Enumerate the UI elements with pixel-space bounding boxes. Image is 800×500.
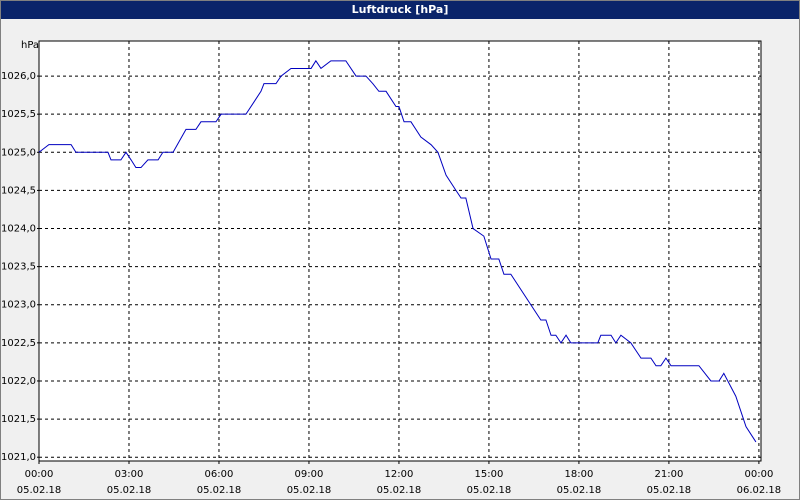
- x-tick-date: 05.02.18: [287, 485, 332, 496]
- y-axis-label: hPa: [21, 40, 39, 51]
- x-tick-date: 05.02.18: [647, 485, 692, 496]
- x-tick-date: 05.02.18: [17, 485, 62, 496]
- x-tick-label: 15:00: [475, 469, 504, 480]
- x-tick-label: 00:00: [25, 469, 54, 480]
- x-tick-label: 03:00: [115, 469, 144, 480]
- x-tick-label: 06:00: [205, 469, 234, 480]
- y-tick-label: 1021,0: [1, 452, 36, 463]
- y-tick-label: 1023,5: [1, 262, 36, 273]
- x-tick-label: 00:00: [744, 469, 773, 480]
- y-tick-label: 1024,5: [1, 185, 36, 196]
- chart: hPa 1021,0 1021,5 1022,0 1022,5 1023,0 1023,5…: [1, 40, 782, 496]
- y-tick-label: 1022,0: [1, 376, 36, 387]
- y-tick-label: 1023,0: [1, 300, 36, 311]
- y-tick-label: 1025,0: [1, 147, 36, 158]
- x-tick-date: 05.02.18: [197, 485, 242, 496]
- x-tick-date: 06.02.18: [737, 485, 782, 496]
- y-tick-label: 1025,5: [1, 109, 36, 120]
- x-tick-date: 05.02.18: [557, 485, 602, 496]
- y-tick-label: 1022,5: [1, 338, 36, 349]
- y-tick-label: 1024,0: [1, 224, 36, 235]
- y-tick-label: 1021,5: [1, 414, 36, 425]
- chart-title: Luftdruck [hPa]: [1, 1, 799, 19]
- y-tick-label: 1026,0: [1, 71, 36, 82]
- x-tick-label: 21:00: [654, 469, 683, 480]
- x-tick-date: 05.02.18: [107, 485, 152, 496]
- x-tick-date: 05.02.18: [377, 485, 422, 496]
- x-tick-label: 12:00: [385, 469, 414, 480]
- plot-area: [38, 40, 762, 462]
- x-tick-date: 05.02.18: [467, 485, 512, 496]
- data-line: [38, 59, 757, 443]
- x-tick-label: 18:00: [565, 469, 594, 480]
- x-tick-label: 09:00: [295, 469, 324, 480]
